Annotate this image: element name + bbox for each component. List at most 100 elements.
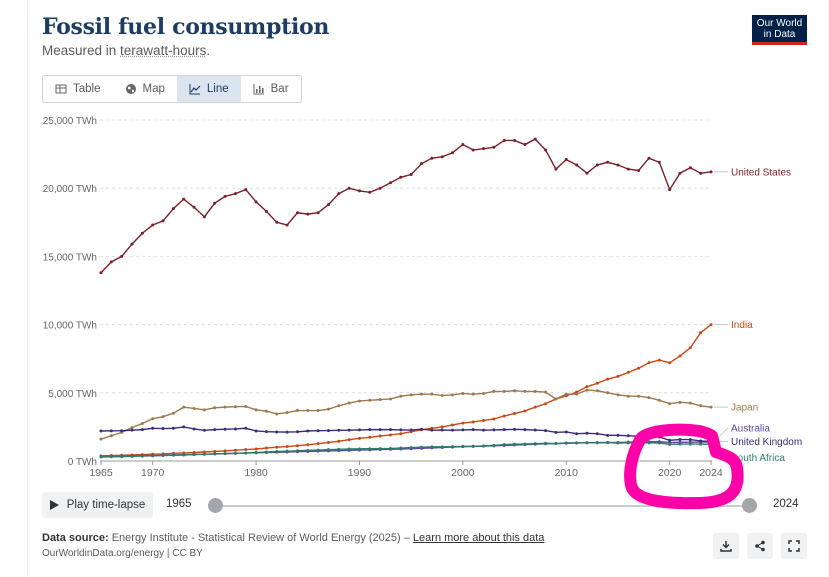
data-point — [492, 417, 496, 421]
timeline-slider[interactable] — [216, 505, 749, 507]
data-point — [544, 429, 548, 433]
data-point — [306, 212, 310, 216]
data-point — [223, 427, 227, 431]
data-point — [109, 260, 113, 264]
tab-bar[interactable]: Bar — [241, 76, 301, 102]
data-point — [244, 448, 248, 452]
data-point — [337, 428, 341, 432]
bar-chart-icon — [253, 84, 264, 95]
download-button[interactable] — [713, 533, 739, 559]
data-point — [285, 449, 289, 453]
data-point — [502, 138, 506, 142]
data-point — [461, 428, 465, 432]
data-point — [120, 254, 124, 258]
view-tabs: Table Map Line Bar — [42, 75, 302, 103]
y-tick-label: 15,000 TWh — [43, 252, 97, 263]
play-timelapse-button[interactable]: Play time-lapse — [42, 492, 153, 518]
data-point — [120, 429, 124, 433]
data-point — [399, 432, 403, 436]
data-point — [388, 397, 392, 401]
data-point — [699, 439, 703, 443]
data-point — [678, 400, 682, 404]
data-point — [233, 405, 237, 409]
data-point — [388, 433, 392, 437]
data-point — [109, 429, 113, 433]
data-point — [626, 434, 630, 438]
x-tick-label: 2000 — [451, 467, 475, 479]
data-point — [626, 394, 630, 398]
data-point — [668, 438, 672, 442]
data-point — [306, 448, 310, 452]
data-point — [657, 435, 661, 439]
learn-more-link[interactable]: Learn more about this data — [412, 532, 545, 544]
data-point — [451, 423, 455, 427]
data-point — [285, 411, 289, 415]
data-point — [306, 443, 310, 447]
timeline-end-handle[interactable] — [742, 498, 757, 513]
tab-table[interactable]: Table — [43, 76, 113, 102]
data-point — [637, 441, 641, 445]
data-point — [326, 203, 330, 207]
data-point — [275, 445, 279, 449]
data-point — [533, 405, 537, 409]
owid-logo[interactable]: Our World in Data — [752, 15, 807, 45]
data-point — [223, 405, 227, 409]
play-icon — [49, 500, 59, 510]
data-point — [688, 346, 692, 350]
data-point — [440, 155, 444, 159]
data-point — [182, 453, 186, 457]
data-point — [502, 443, 506, 447]
data-point — [440, 425, 444, 429]
data-point — [606, 160, 610, 164]
data-point — [264, 430, 268, 434]
download-icon — [720, 541, 732, 552]
data-point — [213, 449, 217, 453]
data-point — [399, 446, 403, 450]
share-icon — [755, 540, 765, 552]
data-point — [213, 201, 217, 205]
table-icon — [55, 84, 67, 94]
tab-line[interactable]: Line — [176, 76, 241, 102]
share-button[interactable] — [747, 533, 773, 559]
data-point — [337, 439, 341, 443]
data-point — [316, 442, 320, 446]
data-point — [523, 409, 527, 413]
data-point — [595, 389, 599, 393]
series-label-australia: Australia — [731, 423, 770, 434]
data-point — [378, 398, 382, 402]
data-point — [368, 435, 372, 439]
data-point — [192, 453, 196, 457]
data-point — [409, 446, 413, 450]
data-point — [357, 428, 361, 432]
fullscreen-button[interactable] — [781, 533, 807, 559]
data-point — [513, 442, 517, 446]
data-point — [151, 426, 155, 430]
data-point — [99, 455, 103, 459]
data-point — [109, 455, 113, 459]
data-point — [637, 434, 641, 438]
y-tick-label: 10,000 TWh — [43, 321, 97, 332]
tab-map[interactable]: Map — [113, 76, 177, 102]
data-point — [616, 433, 620, 437]
data-point — [244, 188, 248, 192]
data-point — [606, 377, 610, 381]
data-point — [502, 428, 506, 432]
data-point — [295, 444, 299, 448]
line-chart[interactable]: 0 TWh 5,000 TWh 10,000 TWh 15,000 TWh 20,000… — [0, 110, 829, 490]
data-point — [254, 429, 258, 433]
data-point — [171, 411, 175, 415]
data-point — [616, 393, 620, 397]
timeline-start-handle[interactable] — [208, 498, 223, 513]
data-point — [399, 394, 403, 398]
data-point — [316, 409, 320, 413]
unit-link[interactable]: terawatt-hours — [120, 43, 207, 58]
data-point — [647, 441, 651, 445]
data-point — [388, 181, 392, 185]
data-point — [575, 432, 579, 436]
data-point — [513, 412, 517, 416]
data-point — [616, 374, 620, 378]
data-point — [109, 434, 113, 438]
data-point — [471, 420, 475, 424]
data-point — [482, 391, 486, 395]
data-point — [130, 454, 134, 458]
